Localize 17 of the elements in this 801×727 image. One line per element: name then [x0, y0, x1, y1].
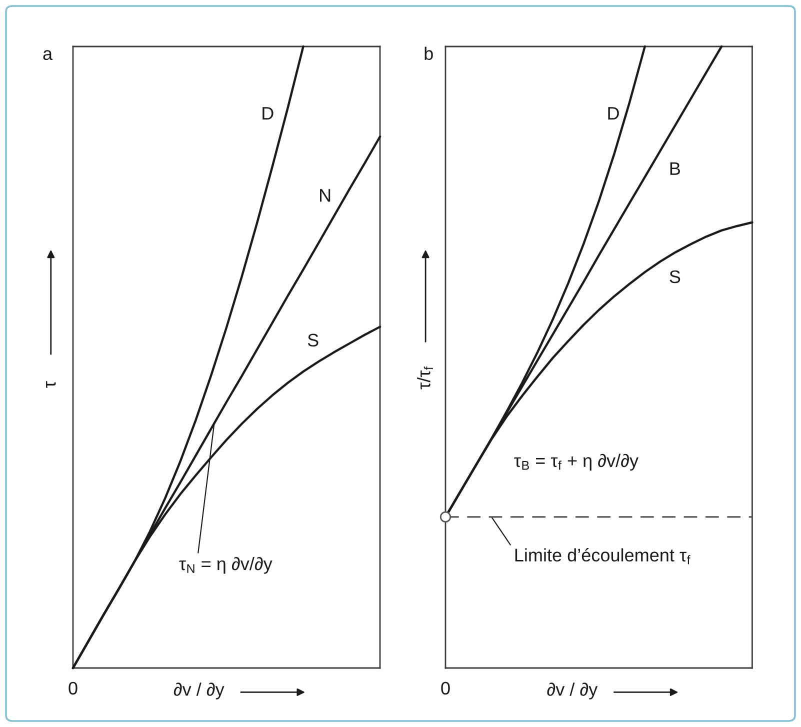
- series-label: B: [670, 162, 680, 175]
- text: 0: [68, 682, 78, 695]
- y-axis-title: τ: [46, 381, 56, 388]
- series-label: D: [608, 107, 619, 120]
- text: 0: [441, 682, 450, 695]
- x-axis-title: ∂v / ∂y: [174, 682, 224, 700]
- series-label: S: [308, 334, 318, 347]
- series-label: D: [262, 107, 274, 120]
- x-axis-title: ∂v / ∂y: [547, 682, 598, 700]
- annotation: Limite d’écoulement τ$_{f}$: [515, 548, 690, 564]
- annotation: τ$_{N}$ = η ∂v/∂y: [179, 556, 272, 574]
- series-label: S: [670, 270, 680, 284]
- chart-title: a: [43, 50, 53, 60]
- annotation: τ$_{B}$ = τ$_{f}$ + η ∂v/∂y: [514, 454, 638, 471]
- series-label: N: [320, 189, 330, 202]
- y-axis-title: τ/τ$_{f}$: [417, 366, 433, 390]
- chart-title: b: [424, 46, 433, 60]
